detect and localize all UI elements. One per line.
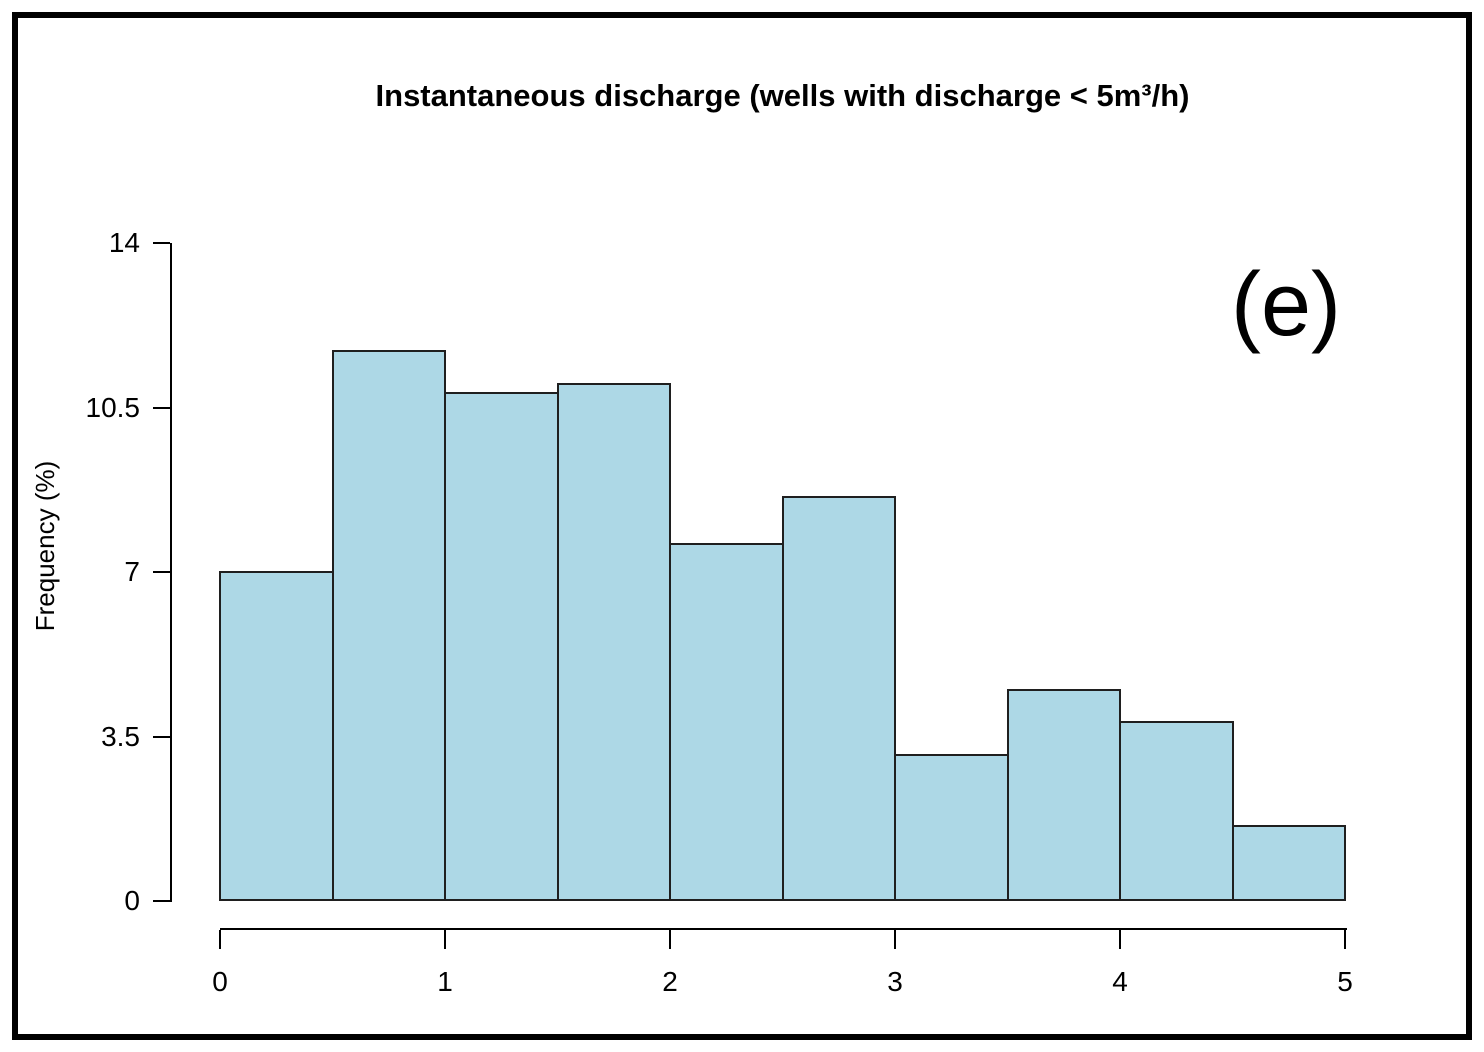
x-tick-label: 3 <box>887 966 903 997</box>
x-tick <box>894 930 896 949</box>
histogram-bar <box>1006 688 1121 901</box>
x-tick-label: 4 <box>1112 966 1128 997</box>
y-tick-label: 10.5 <box>85 391 141 423</box>
y-tick-label: 14 <box>108 227 140 258</box>
histogram-bar <box>894 754 1009 901</box>
y-tick-label: 7 <box>124 556 140 587</box>
x-tick <box>219 930 221 949</box>
y-tick-label: 3.5 <box>101 720 140 752</box>
x-tick-label: 5 <box>1337 966 1353 997</box>
histogram-bar <box>556 383 671 901</box>
histogram-bar <box>1119 721 1234 901</box>
x-tick-label: 0 <box>212 966 228 997</box>
histogram-bar <box>331 350 446 901</box>
histogram-bar <box>1231 824 1346 901</box>
x-tick <box>1344 930 1346 949</box>
x-tick <box>1119 930 1121 949</box>
y-axis-line <box>170 243 172 902</box>
x-tick-label: 2 <box>662 966 678 997</box>
y-tick <box>153 242 170 244</box>
x-tick-label: 1 <box>437 966 453 997</box>
panel-label: (e) <box>1231 255 1341 355</box>
x-tick <box>669 930 671 949</box>
y-tick <box>153 571 170 573</box>
y-tick <box>153 735 170 738</box>
chart-title: Instantaneous discharge (wells with disc… <box>375 78 1190 113</box>
y-tick-label: 0 <box>124 885 140 916</box>
histogram-bar <box>781 495 896 901</box>
histogram-bar <box>444 392 559 901</box>
y-tick <box>153 900 170 902</box>
x-tick <box>444 930 446 949</box>
y-axis-label: Frequency (%) <box>30 460 60 632</box>
y-tick <box>153 406 170 409</box>
histogram-bar <box>219 571 334 901</box>
x-axis-line <box>220 928 1347 930</box>
histogram-bar <box>669 542 784 901</box>
